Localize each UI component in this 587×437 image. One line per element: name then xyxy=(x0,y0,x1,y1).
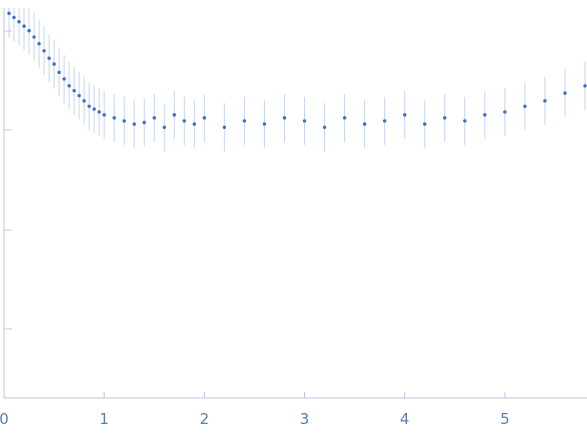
data-point xyxy=(92,107,96,111)
data-point xyxy=(7,11,11,16)
data-point xyxy=(52,62,56,66)
data-point xyxy=(57,70,61,75)
x-tick-label: 1 xyxy=(99,410,109,428)
data-point xyxy=(563,91,567,95)
data-point xyxy=(47,56,51,60)
data-point xyxy=(42,49,46,53)
x-ticks: 0 1 2 3 4 5 xyxy=(0,392,510,428)
data-point xyxy=(423,122,427,126)
data-point xyxy=(382,119,387,123)
x-tick-label: 5 xyxy=(500,410,510,428)
data-point xyxy=(62,77,66,81)
data-point xyxy=(342,116,347,120)
data-point xyxy=(22,24,26,28)
x-tick-label: 3 xyxy=(300,410,310,428)
data-point xyxy=(402,113,407,117)
data-point xyxy=(463,119,467,123)
data-point xyxy=(112,116,116,120)
data-point xyxy=(162,125,166,129)
data-point xyxy=(132,122,136,126)
data-point xyxy=(102,113,106,117)
x-tick-label: 2 xyxy=(200,410,210,428)
data-point xyxy=(182,119,187,123)
data-point xyxy=(322,125,327,129)
data-point xyxy=(302,119,307,123)
data-point xyxy=(87,104,91,108)
data-point xyxy=(27,28,31,33)
data-point xyxy=(152,116,156,120)
data-point xyxy=(443,116,447,120)
data-point xyxy=(282,116,287,120)
data-point xyxy=(242,119,247,123)
data-point xyxy=(503,110,507,114)
error-bars xyxy=(8,8,586,152)
data-point xyxy=(202,116,207,120)
data-point xyxy=(12,15,16,20)
y-ticks xyxy=(4,30,12,330)
data-point xyxy=(142,120,146,125)
data-point xyxy=(523,104,527,108)
data-point xyxy=(192,122,197,126)
data-points xyxy=(7,11,587,129)
data-point xyxy=(37,42,41,46)
data-point xyxy=(97,110,101,114)
data-point xyxy=(222,125,227,129)
data-point xyxy=(32,35,36,39)
data-point xyxy=(362,122,367,126)
data-point xyxy=(72,88,76,93)
data-point xyxy=(82,99,86,103)
data-point xyxy=(77,93,81,98)
data-point xyxy=(122,119,126,123)
data-point xyxy=(67,84,71,88)
data-point xyxy=(262,122,267,126)
x-tick-label: 0 xyxy=(0,410,9,428)
x-tick-label: 4 xyxy=(400,410,410,428)
data-point xyxy=(583,84,587,88)
data-point xyxy=(172,113,176,117)
data-point xyxy=(543,99,547,103)
data-point xyxy=(483,113,487,117)
data-point xyxy=(17,20,21,24)
